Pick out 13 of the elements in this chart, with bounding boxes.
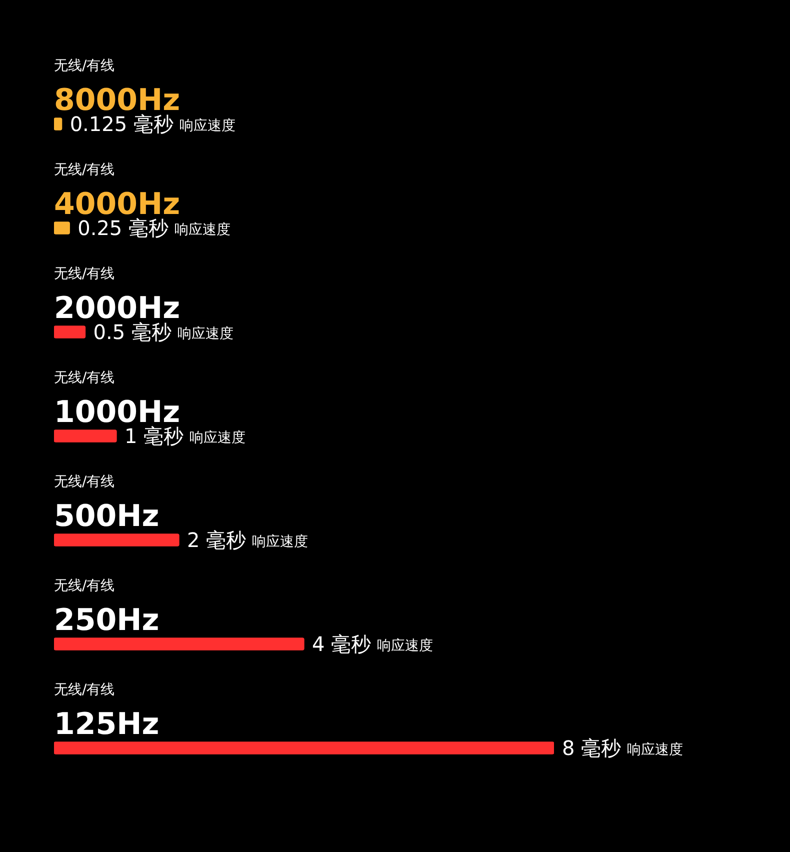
bar — [54, 534, 180, 546]
y-tick-label: 无线/有线 125Hz — [54, 682, 160, 742]
bar — [54, 326, 86, 338]
y-tick-label: 无线/有线 250Hz — [54, 578, 160, 638]
bar — [54, 430, 117, 442]
bar — [54, 742, 554, 754]
bar — [54, 118, 62, 130]
bar — [54, 638, 304, 650]
y-tick-label: 无线/有线 500Hz — [54, 474, 160, 534]
data-label: 2 毫秒响应速度 — [187, 528, 308, 552]
data-label: 4 毫秒响应速度 — [312, 632, 434, 656]
bar — [54, 222, 70, 234]
data-label: 8 毫秒响应速度 — [562, 736, 684, 760]
